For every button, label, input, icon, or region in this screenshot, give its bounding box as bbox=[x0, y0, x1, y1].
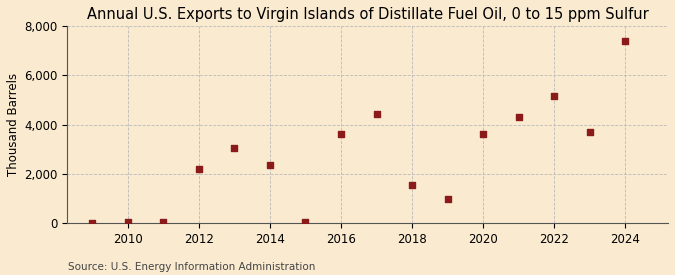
Point bbox=[193, 167, 204, 171]
Point bbox=[158, 220, 169, 224]
Y-axis label: Thousand Barrels: Thousand Barrels bbox=[7, 73, 20, 176]
Point bbox=[478, 132, 489, 137]
Point bbox=[406, 183, 417, 187]
Point bbox=[549, 94, 560, 98]
Point bbox=[620, 39, 631, 43]
Point bbox=[371, 111, 382, 116]
Text: Source: U.S. Energy Information Administration: Source: U.S. Energy Information Administ… bbox=[68, 262, 315, 272]
Title: Annual U.S. Exports to Virgin Islands of Distillate Fuel Oil, 0 to 15 ppm Sulfur: Annual U.S. Exports to Virgin Islands of… bbox=[87, 7, 649, 22]
Point bbox=[335, 132, 346, 137]
Point bbox=[513, 115, 524, 119]
Point bbox=[229, 146, 240, 150]
Point bbox=[300, 220, 310, 224]
Point bbox=[122, 220, 133, 224]
Point bbox=[442, 196, 453, 201]
Point bbox=[265, 163, 275, 167]
Point bbox=[585, 130, 595, 134]
Point bbox=[86, 221, 97, 226]
